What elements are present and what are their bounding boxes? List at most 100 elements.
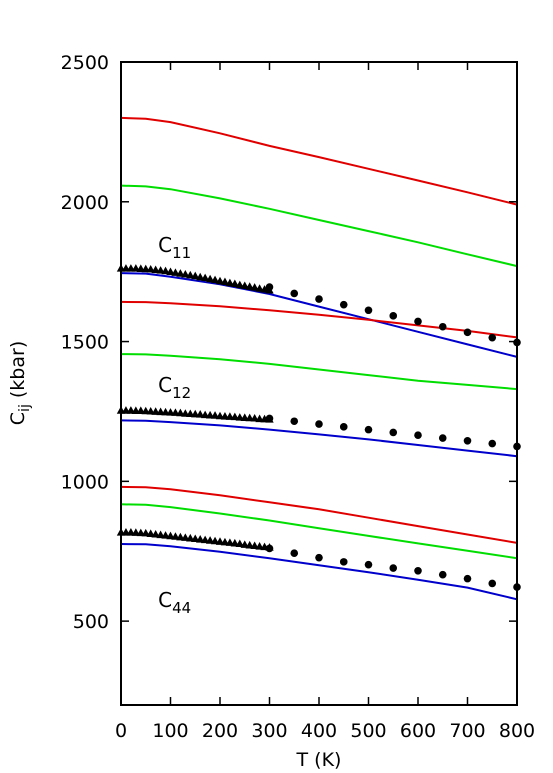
dot-marker-c11	[265, 283, 274, 291]
y-tick-label: 2000	[61, 192, 109, 214]
y-axis-title-rest: (kbar)	[7, 341, 29, 404]
triangle-marker-c44	[235, 539, 244, 548]
tick-layer: 0 100 200 300 400 500 600 700 800 500 1000 1500 2000…	[61, 52, 535, 742]
triangle-marker-c11	[220, 277, 230, 286]
triangle-marker-c11	[196, 272, 205, 281]
triangle-marker-c44	[146, 529, 155, 537]
series-line-c12-blue	[120, 419, 518, 458]
dot-marker-c12	[339, 423, 348, 431]
dot-marker-c11	[290, 289, 299, 298]
dot-marker-c12	[488, 439, 497, 448]
triangle-marker-c11	[181, 269, 190, 278]
dot-marker-c44	[438, 570, 447, 579]
x-tick-label: 800	[499, 720, 535, 742]
triangle-marker-c11	[255, 284, 264, 292]
x-tick-label: 0	[115, 720, 127, 742]
triangle-marker-c44	[200, 535, 210, 544]
triangle-marker-c11	[186, 270, 195, 279]
triangle-marker-c11	[171, 268, 180, 276]
dot-marker-c11	[414, 317, 422, 326]
triangle-marker-c11	[210, 275, 220, 284]
annotation-c11: C11	[158, 233, 191, 262]
y-tick-label: 1500	[61, 332, 109, 354]
triangle-marker-c44	[215, 537, 225, 545]
triangle-marker-c44	[240, 540, 249, 548]
dot-marker-c44	[414, 567, 422, 575]
annotation-sub: 12	[172, 384, 191, 402]
triangle-marker-c44	[245, 540, 254, 549]
triangle-marker-c44	[171, 532, 180, 540]
dot-marker-c12	[290, 417, 299, 426]
x-tick-label: 300	[251, 720, 287, 742]
triangle-marker-c44	[210, 536, 220, 545]
y-tick-label: 1000	[61, 471, 109, 493]
series-layer	[120, 116, 518, 601]
y-axis-title-sub: ij	[17, 404, 33, 412]
dot-marker-c44	[265, 544, 274, 553]
triangle-marker-c12	[196, 410, 205, 418]
triangle-marker-c44	[151, 529, 160, 538]
triangle-marker-c44	[225, 538, 235, 546]
x-axis-title: T (K)	[296, 749, 342, 771]
dot-marker-c11	[339, 300, 348, 309]
dot-marker-c44	[463, 574, 472, 583]
triangle-marker-c12	[230, 412, 240, 421]
triangle-marker-c44	[141, 528, 150, 537]
dot-marker-c12	[463, 437, 472, 445]
dot-marker-c44	[488, 579, 497, 588]
triangle-marker-c11	[215, 276, 225, 285]
triangle-marker-c44	[161, 531, 170, 539]
x-tick-label: 100	[152, 720, 188, 742]
triangle-marker-c44	[220, 537, 230, 546]
triangle-marker-c11	[146, 264, 155, 273]
y-tick-label: 2500	[61, 52, 109, 74]
dot-marker-c11	[315, 295, 323, 303]
triangle-marker-c44	[255, 542, 264, 550]
x-tick-label: 200	[202, 720, 238, 742]
triangle-marker-c11	[240, 281, 249, 290]
annotation-main: C	[158, 588, 172, 612]
dot-marker-c44	[389, 564, 398, 572]
triangle-marker-c11	[156, 266, 165, 274]
triangle-marker-c11	[245, 282, 254, 290]
dot-marker-c44	[290, 549, 299, 557]
triangle-marker-c11	[176, 269, 185, 277]
y-axis-title-main: C	[7, 412, 29, 425]
dot-marker-c44	[364, 560, 373, 569]
marker-layer	[116, 264, 521, 591]
triangle-marker-c44	[156, 530, 165, 539]
triangle-marker-c12	[176, 408, 185, 417]
annotation-sub: 44	[172, 599, 191, 617]
dot-marker-c11	[438, 322, 447, 331]
annotation-c44: C44	[158, 588, 191, 617]
series-line-c44-red	[120, 485, 518, 544]
plot-frame	[120, 61, 518, 706]
annotation-main: C	[158, 233, 172, 257]
triangle-marker-c12	[250, 413, 259, 422]
series-line-c11-green	[120, 184, 518, 268]
triangle-marker-c11	[166, 267, 175, 276]
annotation-main: C	[158, 373, 172, 397]
x-tick-label: 700	[449, 720, 485, 742]
triangle-marker-c11	[191, 271, 200, 280]
dot-marker-c44	[339, 558, 348, 566]
dot-marker-c11	[364, 306, 373, 315]
triangle-marker-c44	[205, 536, 215, 544]
series-line-c11-red	[120, 116, 518, 206]
dot-marker-c12	[265, 414, 274, 423]
triangle-marker-c11	[230, 279, 240, 288]
triangle-marker-c11	[225, 278, 235, 287]
triangle-marker-c11	[250, 283, 259, 291]
triangle-marker-c44	[181, 533, 190, 541]
dot-marker-c11	[463, 328, 472, 337]
series-line-c44-blue	[120, 543, 518, 601]
triangle-marker-c11	[235, 280, 244, 289]
y-tick-label: 500	[73, 611, 109, 633]
dot-marker-c12	[414, 431, 422, 440]
dot-marker-c12	[438, 434, 447, 442]
annotation-sub: 11	[172, 244, 191, 262]
series-line-c12-green	[120, 353, 518, 391]
triangle-marker-c11	[200, 273, 210, 282]
